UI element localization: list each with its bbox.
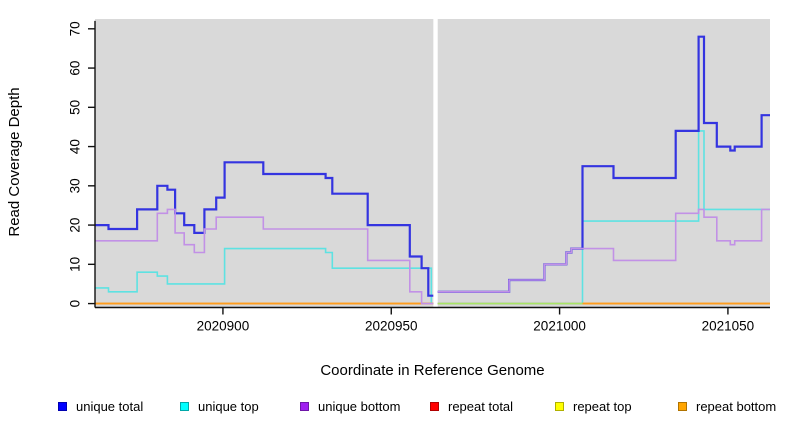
legend-item-unique-total: unique total <box>58 399 143 414</box>
y-tick-label: 30 <box>68 178 83 193</box>
series-unique-top <box>437 130 770 305</box>
chart-legend: unique total unique top unique bottom repea… <box>0 399 792 421</box>
x-tick-label: 2020950 <box>365 319 418 334</box>
legend-label: repeat top <box>573 399 632 414</box>
legend-item-unique-bottom: unique bottom <box>300 399 400 414</box>
y-tick-label: 60 <box>68 61 83 76</box>
series-unique-total <box>95 161 434 297</box>
legend-label: repeat bottom <box>696 399 777 414</box>
legend-label: unique total <box>76 399 144 414</box>
legend-item-unique-top: unique top <box>180 399 259 414</box>
legend-label: unique top <box>198 399 259 414</box>
y-tick-label: 0 <box>68 300 83 308</box>
legend-label: repeat total <box>448 399 514 414</box>
y-tick-label: 50 <box>68 100 83 115</box>
legend-swatch-unique-bottom <box>300 402 309 411</box>
legend-swatch-repeat-top <box>555 402 564 411</box>
y-tick-label: 70 <box>68 21 83 36</box>
legend-item-repeat-top: repeat top <box>555 399 632 414</box>
legend-item-repeat-total: repeat total <box>430 399 513 414</box>
series-unique-bottom <box>437 208 770 293</box>
x-tick-label: 2021000 <box>533 319 586 334</box>
legend-item-repeat-bottom: repeat bottom <box>678 399 776 414</box>
x-tick-label: 2020900 <box>197 319 250 334</box>
y-tick-label: 40 <box>68 139 83 154</box>
plot-panel <box>95 19 770 308</box>
x-tick-label: 2021050 <box>702 319 755 334</box>
y-tick-label: 10 <box>68 257 83 272</box>
legend-swatch-unique-total <box>58 402 67 411</box>
no-data-band <box>433 19 438 308</box>
legend-swatch-repeat-bottom <box>678 402 687 411</box>
legend-label: unique bottom <box>318 399 401 414</box>
y-axis-title: Read Coverage Depth <box>6 87 23 237</box>
x-axis-title: Coordinate in Reference Genome <box>320 362 545 379</box>
legend-swatch-unique-top <box>180 402 189 411</box>
series-unique-top <box>95 247 434 305</box>
legend-swatch-repeat-total <box>430 402 439 411</box>
y-tick-label: 20 <box>68 218 83 233</box>
series-unique-bottom <box>95 208 434 305</box>
